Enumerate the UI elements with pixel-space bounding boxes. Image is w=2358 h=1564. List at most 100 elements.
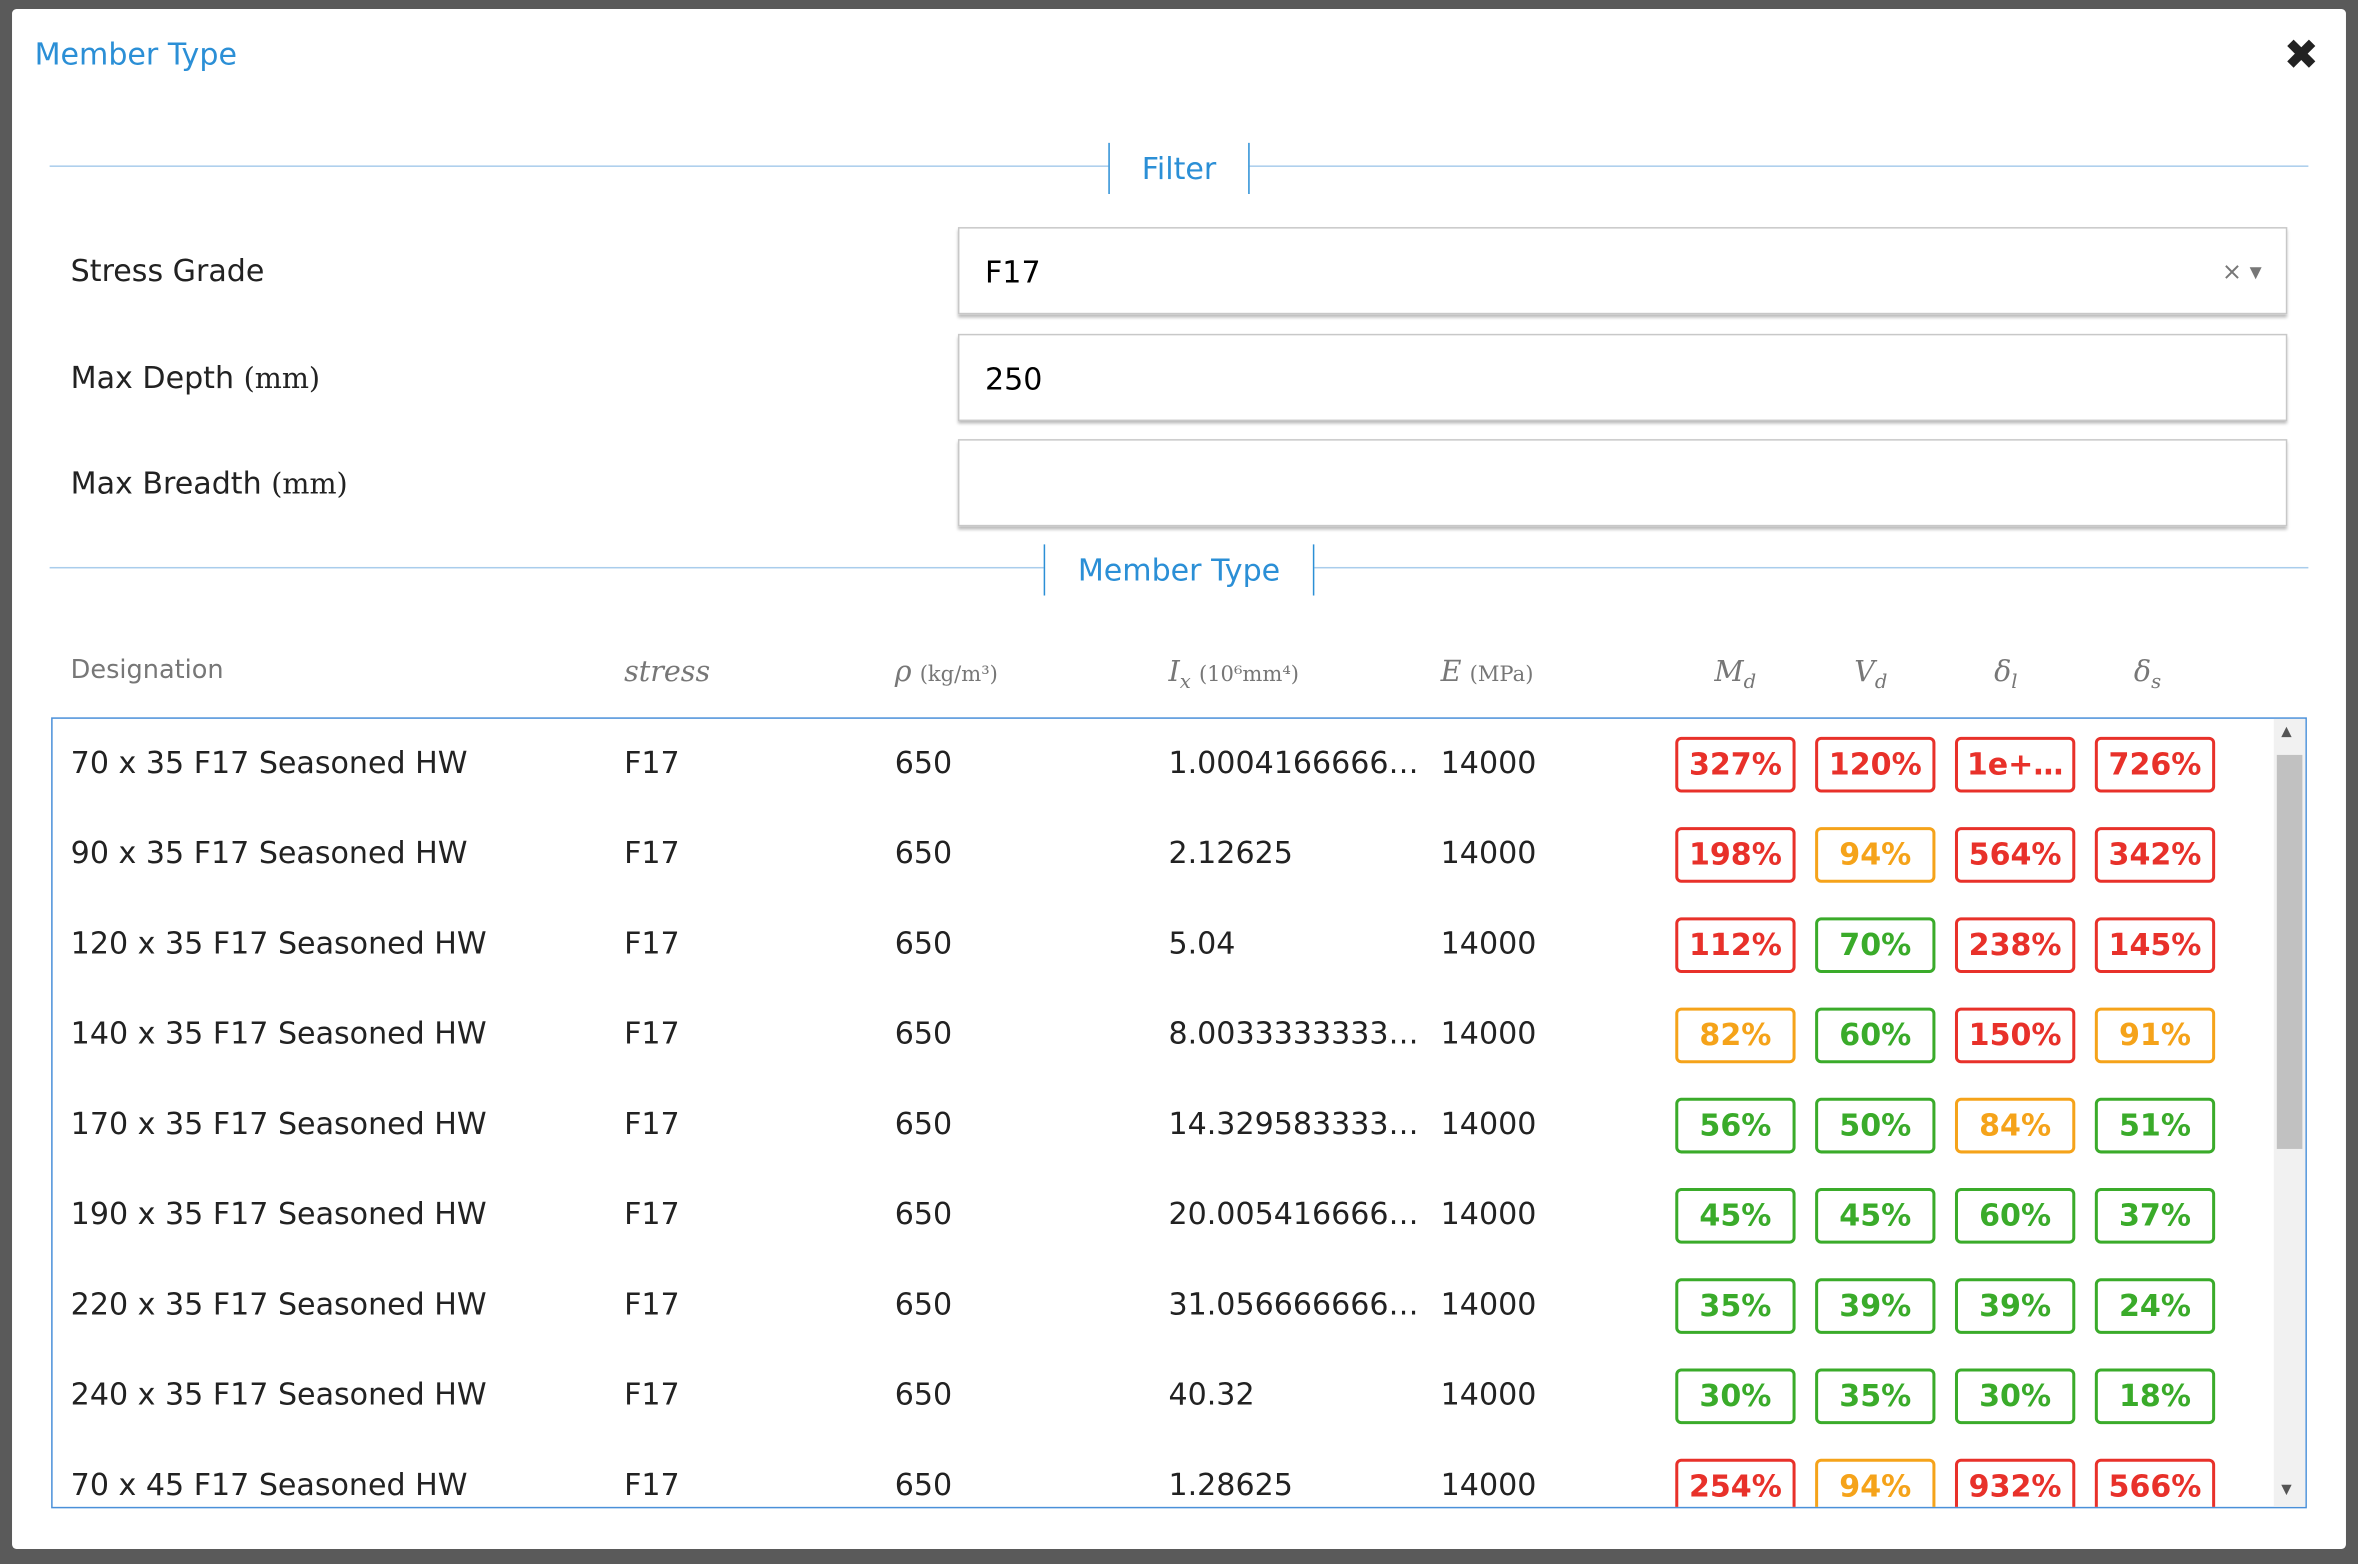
cell: 14000 <box>1440 1105 1537 1142</box>
table-row[interactable]: 70 x 35 F17 Seasoned HW F17 650 1.000416666… <box>53 719 2306 1507</box>
field-label: Max Depth (mm) <box>71 359 320 395</box>
field-label-text: Max Breadth <box>70 464 262 501</box>
cell: 14000 <box>1440 1376 1537 1413</box>
table-row[interactable]: 190 x 35 F17 Seasoned HW F17 650 20.0054166… <box>53 719 2306 1507</box>
field-label-text: Stress Grade <box>70 252 265 289</box>
select-input[interactable]: F17 × ▾ <box>957 227 2288 315</box>
column-header: δl <box>1994 656 2017 694</box>
table-row[interactable]: 170 x 35 F17 Seasoned HW F17 650 14.3295833… <box>53 719 2306 1507</box>
cell: 650 <box>894 1015 953 1052</box>
column-header: stress <box>624 656 710 689</box>
input-value: 250 <box>985 360 1043 398</box>
ratio-badge: 342% <box>2094 827 2216 883</box>
table: 70 x 35 F17 Seasoned HW F17 650 1.000416666… <box>51 717 2307 1509</box>
cell: F17 <box>624 744 680 781</box>
field-unit: (mm) <box>271 467 348 501</box>
cell: F17 <box>624 1105 680 1142</box>
ratio-badge: 45% <box>1815 1188 1936 1244</box>
cell: 14000 <box>1440 924 1537 961</box>
table-row[interactable]: 120 x 35 F17 Seasoned HW F17 650 5.04 14000 1… <box>53 719 2306 1507</box>
table-row[interactable]: 90 x 35 F17 Seasoned HW F17 650 2.12625 1400… <box>53 719 2306 1507</box>
cell: 650 <box>894 1466 953 1503</box>
ratio-badge: 30% <box>1675 1368 1796 1425</box>
ratio-badge: 39% <box>1815 1278 1936 1334</box>
cell: 14000 <box>1440 1195 1537 1232</box>
header-symbol: E <box>1440 655 1462 689</box>
header-symbol: δ <box>1994 655 2012 689</box>
cell: F17 <box>624 1376 680 1413</box>
ratio-badge: 112% <box>1675 917 1796 973</box>
ratio-badge: 91% <box>2094 1007 2216 1064</box>
modal-title: Member Type <box>34 36 237 73</box>
header-subscript: d <box>1743 671 1757 694</box>
cell: 650 <box>894 1285 953 1322</box>
cell: 14.329583333… <box>1168 1105 1419 1142</box>
cell: 8.0033333333… <box>1168 1015 1419 1052</box>
cell: 14000 <box>1440 1015 1537 1052</box>
table-row[interactable]: 140 x 35 F17 Seasoned HW F17 650 8.00333333… <box>53 719 2306 1507</box>
cell: 170 x 35 F17 Seasoned HW <box>70 1105 487 1142</box>
column-header: ρ (kg/m³) <box>895 656 998 689</box>
cell: 70 x 35 F17 Seasoned HW <box>70 744 468 781</box>
header-symbol: V <box>1854 655 1875 689</box>
cell: 120 x 35 F17 Seasoned HW <box>70 924 487 961</box>
ratio-badge: 94% <box>1815 827 1936 883</box>
cell: 70 x 45 F17 Seasoned HW <box>70 1466 468 1503</box>
text-input[interactable] <box>957 439 2288 527</box>
ratio-badge: 60% <box>1815 1007 1936 1064</box>
cell: 2.12625 <box>1168 834 1293 871</box>
cell: 650 <box>894 1376 953 1413</box>
table-row[interactable]: 70 x 45 F17 Seasoned HW F17 650 1.28625 1400… <box>53 719 2306 1507</box>
header-subscript: x <box>1179 671 1191 694</box>
cell: 14000 <box>1440 1285 1537 1322</box>
cell: 1.28625 <box>1168 1466 1293 1503</box>
column-header: Md <box>1714 656 1756 694</box>
column-header: Designation <box>71 656 224 686</box>
ratio-badge: 254% <box>1675 1458 1796 1507</box>
field-label: Max Breadth (mm) <box>71 465 348 501</box>
cell: 31.056666666… <box>1168 1285 1419 1322</box>
ratio-badge: 327% <box>1675 736 1796 793</box>
ratio-badge: 39% <box>1954 1278 2076 1334</box>
column-header: Vd <box>1854 656 1887 694</box>
ratio-badge: 150% <box>1954 1007 2076 1064</box>
cell: 220 x 35 F17 Seasoned HW <box>70 1285 487 1322</box>
column-header: δs <box>2134 656 2161 694</box>
cell: 650 <box>894 924 953 961</box>
header-subscript: l <box>2011 671 2018 694</box>
cell: 40.32 <box>1168 1376 1255 1413</box>
cell: F17 <box>624 1015 680 1052</box>
scroll-thumb[interactable] <box>2276 754 2303 1149</box>
table-row[interactable]: 240 x 35 F17 Seasoned HW F17 650 40.32 14000… <box>53 719 2306 1507</box>
ratio-badge: 35% <box>1675 1278 1796 1334</box>
ratio-badge: 30% <box>1954 1368 2076 1425</box>
cell: 650 <box>894 1105 953 1142</box>
scrollbar[interactable]: ▲ ▼ <box>2273 718 2306 1507</box>
ratio-badge: 198% <box>1675 827 1796 883</box>
cell: F17 <box>624 1466 680 1503</box>
ratio-badge: 70% <box>1815 917 1936 973</box>
header-symbol: M <box>1714 655 1744 689</box>
cell: 240 x 35 F17 Seasoned HW <box>70 1376 487 1413</box>
ratio-badge: 726% <box>2094 736 2216 793</box>
table-row[interactable]: 220 x 35 F17 Seasoned HW F17 650 31.0566666… <box>53 719 2306 1507</box>
close-button[interactable]: ✖ <box>2283 30 2319 80</box>
cell: 650 <box>894 744 953 781</box>
ratio-badge: 932% <box>1954 1458 2076 1507</box>
scroll-down[interactable]: ▼ <box>2281 1482 2292 1498</box>
ratio-badge: 84% <box>1954 1097 2076 1154</box>
modal: Member Type ✖ Filter Member Type 70 x 35… <box>12 9 2346 1549</box>
cell: F17 <box>624 924 680 961</box>
cell: 650 <box>894 1195 953 1232</box>
section-label: Member Type <box>1043 544 1315 596</box>
ratio-badge: 60% <box>1954 1188 2076 1244</box>
cell: 650 <box>894 834 953 871</box>
select-controls[interactable]: × ▾ <box>2221 257 2262 286</box>
text-input[interactable]: 250 <box>957 333 2288 422</box>
cell: 14000 <box>1440 834 1537 871</box>
cell: F17 <box>624 1195 680 1232</box>
cell: 90 x 35 F17 Seasoned HW <box>70 834 468 871</box>
scroll-up[interactable]: ▲ <box>2281 724 2292 740</box>
ratio-badge: 82% <box>1675 1007 1796 1064</box>
